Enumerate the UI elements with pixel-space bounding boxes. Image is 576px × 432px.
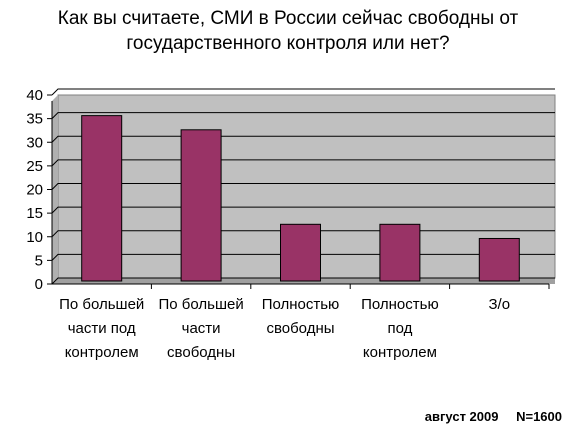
- y-tick-label: 35: [26, 111, 43, 128]
- x-category-label: свободны: [266, 320, 334, 337]
- bar: [280, 223, 321, 282]
- chart-title-line-2: государственного контроля или нет?: [126, 33, 450, 54]
- bar: [180, 129, 222, 282]
- x-category-label: части: [182, 320, 221, 337]
- chart-title-line-1: Как вы считаете, СМИ в России сейчас сво…: [57, 8, 519, 29]
- plot-side-wall: [52, 95, 58, 284]
- x-category-label: Полностью: [361, 296, 439, 313]
- y-tick-label: 40: [26, 87, 43, 104]
- y-tick-label: 20: [26, 182, 43, 199]
- bar: [81, 115, 123, 282]
- gridline: [51, 88, 555, 96]
- bar: [379, 223, 421, 282]
- x-category-label: контролем: [363, 344, 437, 361]
- footer-date: август 2009: [424, 409, 499, 424]
- footer-sample-size: N=1600: [516, 409, 562, 424]
- y-tick-label: 25: [26, 158, 43, 175]
- gridline: [51, 183, 555, 190]
- x-category-label: под: [387, 320, 412, 337]
- chart-footer: август 2009 N=1600: [411, 409, 562, 424]
- gridline: [51, 206, 555, 214]
- x-category-label: По большей: [158, 296, 243, 313]
- chart-title: Как вы считаете, СМИ в России сейчас сво…: [0, 6, 576, 56]
- y-tick-label: 5: [35, 252, 43, 269]
- x-category-label: З/о: [489, 296, 511, 313]
- y-tick-label: 10: [26, 229, 43, 246]
- x-category-label: части под: [68, 320, 136, 337]
- bar: [478, 237, 520, 282]
- gridline: [51, 112, 555, 119]
- gridline: [51, 159, 555, 167]
- x-category-label: контролем: [65, 344, 139, 361]
- y-tick-label: 15: [26, 205, 43, 222]
- y-tick-label: 30: [26, 134, 43, 151]
- x-category-label: По большей: [59, 296, 144, 313]
- gridline: [51, 135, 555, 143]
- y-tick-label: 0: [35, 276, 43, 293]
- x-category-label: Полностью: [262, 296, 340, 313]
- x-category-label: свободны: [167, 344, 235, 361]
